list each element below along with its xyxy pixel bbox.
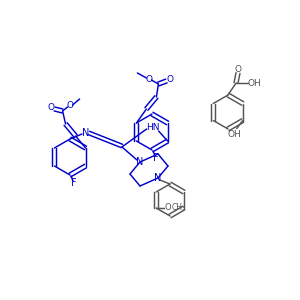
Text: HN: HN (146, 124, 159, 133)
Text: N: N (136, 157, 144, 167)
Text: N: N (82, 128, 90, 138)
Text: OH: OH (247, 79, 261, 88)
Text: O: O (146, 74, 153, 83)
Text: CH₃: CH₃ (172, 203, 186, 212)
Text: O: O (66, 101, 73, 110)
Text: O: O (235, 64, 242, 74)
Text: OH: OH (228, 130, 242, 139)
Text: F: F (71, 178, 77, 188)
Text: O: O (167, 74, 174, 83)
Text: O: O (47, 103, 54, 112)
Text: O: O (165, 203, 172, 212)
Text: F: F (153, 153, 159, 163)
Text: N: N (154, 173, 162, 183)
